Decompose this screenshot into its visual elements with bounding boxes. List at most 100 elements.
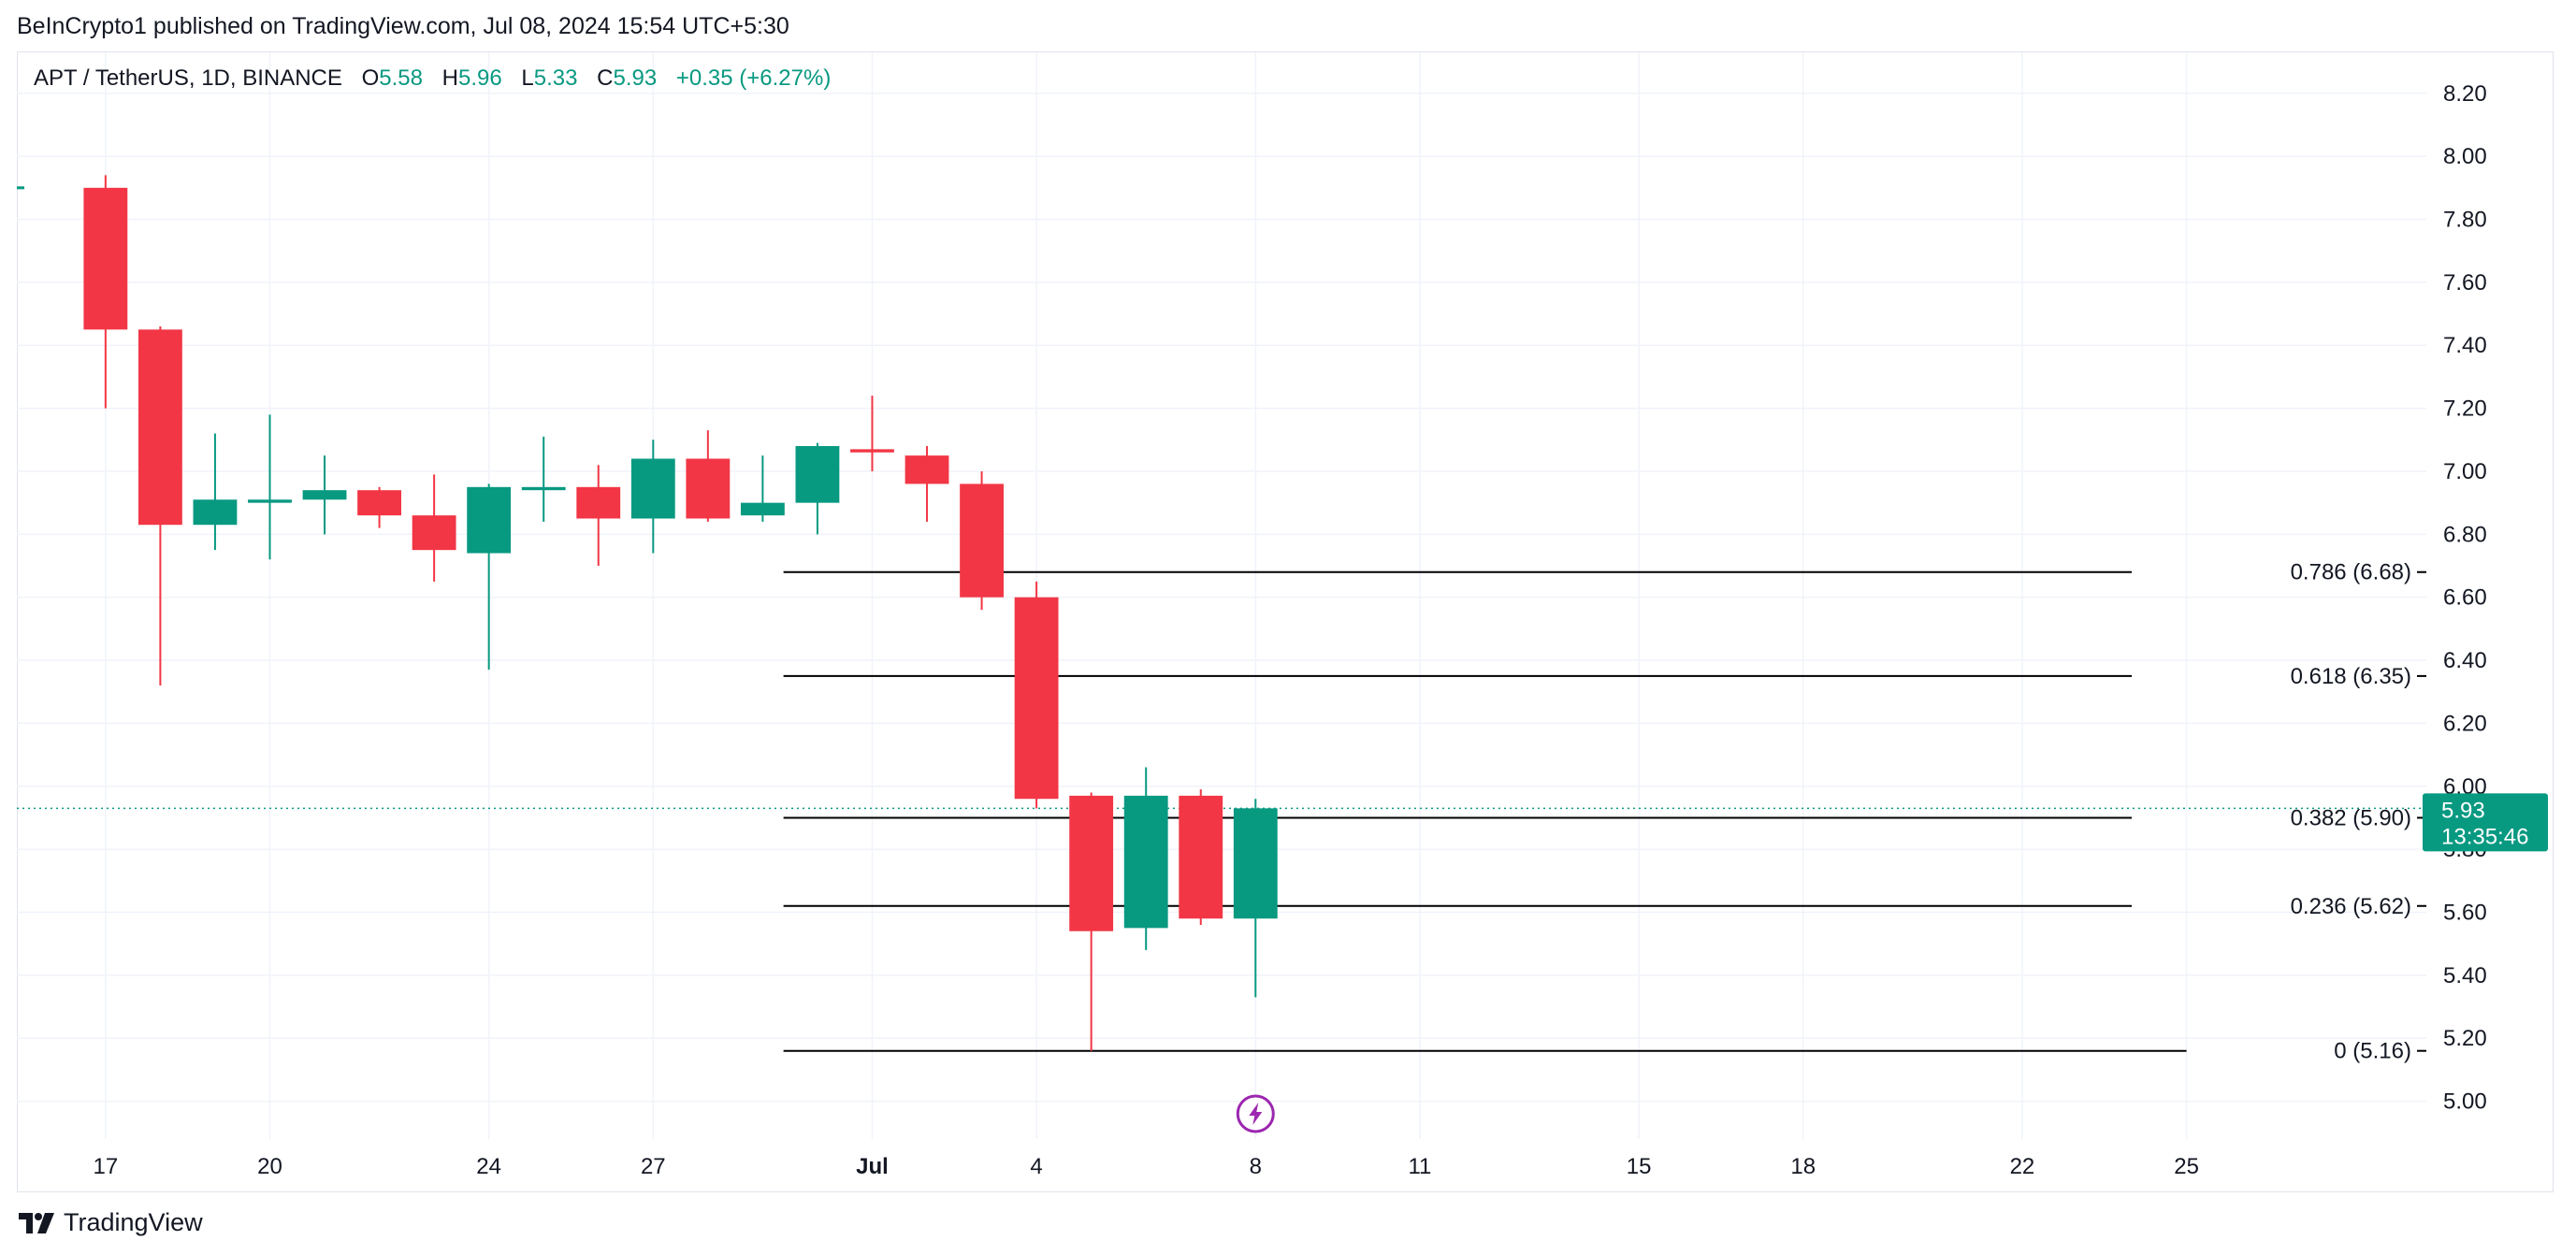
- fib-retracement: 0.786 (6.68) 0.618 (6.35) 0.382 (5.90) 0.23…: [783, 560, 2426, 1064]
- low-value: 5.33: [533, 65, 578, 91]
- time-tick-label: 27: [641, 1154, 666, 1179]
- price-tag: 5.93 13:35:46: [2423, 793, 2548, 852]
- time-tick-label: Jul: [856, 1154, 889, 1179]
- candle-body: [686, 458, 731, 519]
- candle[interactable]: [83, 175, 128, 409]
- high-label: H: [441, 65, 458, 91]
- current-price-tag: [2423, 793, 2548, 852]
- candle-body: [137, 329, 182, 526]
- price-tick-label: 5.20: [2443, 1026, 2487, 1051]
- price-tick-label: 6.80: [2443, 522, 2487, 547]
- candle-body: [412, 515, 456, 551]
- candle-body: [904, 455, 949, 484]
- time-tick-label: 8: [1250, 1154, 1262, 1179]
- tradingview-brand[interactable]: TradingView: [19, 1208, 203, 1237]
- candle[interactable]: [357, 486, 401, 528]
- symbol-name[interactable]: APT / TetherUS, 1D, BINANCE: [34, 65, 342, 91]
- candle[interactable]: [630, 440, 675, 554]
- bar-countdown: 13:35:46: [2441, 824, 2528, 849]
- time-tick-label: 25: [2174, 1154, 2199, 1179]
- candle-body: [960, 483, 1004, 598]
- price-tick-label: 5.60: [2443, 900, 2487, 925]
- fib-level-label: 0.618 (6.35): [2291, 664, 2411, 689]
- brand-name: TradingView: [64, 1208, 203, 1236]
- time-tick-label: 22: [2010, 1154, 2035, 1179]
- time-tick-label: 18: [1790, 1154, 1816, 1179]
- candle-body: [83, 187, 128, 330]
- time-axis: 17 20 24 27 Jul 4 8 11 15 18 22 25: [93, 1154, 2198, 1179]
- candle[interactable]: [248, 414, 292, 560]
- candle[interactable]: [137, 326, 182, 685]
- candle-body: [630, 458, 675, 519]
- lightning-icon[interactable]: [1236, 1094, 1275, 1133]
- candle[interactable]: [521, 436, 566, 522]
- time-tick-label: 24: [476, 1154, 501, 1179]
- candle[interactable]: [1179, 789, 1223, 925]
- candle-body: [248, 499, 292, 503]
- candle-body: [521, 486, 566, 491]
- price-tick-label: 7.40: [2443, 333, 2487, 358]
- candle[interactable]: [1069, 792, 1114, 1051]
- price-tick-label: 8.00: [2443, 144, 2487, 169]
- price-tick-label: 7.00: [2443, 459, 2487, 484]
- fib-level-label: 0 (5.16): [2334, 1039, 2411, 1064]
- time-tick-label: 4: [1030, 1154, 1042, 1179]
- candle[interactable]: [302, 455, 347, 535]
- close-label: C: [597, 65, 614, 91]
- time-tick-label: 20: [257, 1154, 282, 1179]
- candles: [17, 175, 1278, 1051]
- candle-body: [1123, 795, 1168, 929]
- current-price-value: 5.93: [2441, 798, 2485, 823]
- high-value: 5.96: [457, 65, 502, 91]
- price-tick-label: 7.20: [2443, 397, 2487, 422]
- price-tick-label: 5.00: [2443, 1089, 2487, 1115]
- price-tick-label: 6.40: [2443, 648, 2487, 673]
- open-label: O: [361, 65, 380, 91]
- symbol-legend: APT / TetherUS, 1D, BINANCE O5.58 H5.96 …: [34, 65, 831, 92]
- price-tick-label: 5.40: [2443, 963, 2487, 988]
- candle-body: [740, 502, 785, 516]
- candle[interactable]: [467, 483, 512, 671]
- candle-body: [302, 490, 347, 500]
- candle[interactable]: [1014, 581, 1059, 809]
- tradingview-logo-icon: [19, 1212, 54, 1233]
- candle[interactable]: [686, 430, 731, 522]
- price-tick-label: 7.60: [2443, 270, 2487, 296]
- change-value: +0.35 (+6.27%): [675, 65, 832, 91]
- fib-level-label: 0.236 (5.62): [2291, 894, 2411, 919]
- price-axis: 5.005.205.405.605.806.006.206.406.606.80…: [2443, 81, 2487, 1115]
- candle-body: [1014, 597, 1059, 800]
- candle-body: [1179, 795, 1223, 919]
- price-tick-label: 8.20: [2443, 81, 2487, 107]
- close-value: 5.93: [613, 65, 658, 91]
- fib-level-label: 0.786 (6.68): [2291, 560, 2411, 585]
- candle[interactable]: [740, 455, 785, 522]
- time-tick-label: 15: [1627, 1154, 1652, 1179]
- fib-level-label: 0.382 (5.90): [2291, 805, 2411, 830]
- price-tick-label: 7.80: [2443, 208, 2487, 233]
- candle[interactable]: [1123, 767, 1168, 950]
- candle[interactable]: [850, 396, 894, 471]
- candle-body: [467, 486, 512, 554]
- candle-body: [795, 446, 840, 503]
- grid-layer: [17, 52, 2426, 1139]
- candle-body: [357, 490, 401, 516]
- candle[interactable]: [904, 446, 949, 522]
- candle[interactable]: [412, 474, 456, 582]
- candle[interactable]: [795, 442, 840, 535]
- price-tick-label: 6.60: [2443, 585, 2487, 611]
- events: [1236, 1094, 1275, 1133]
- candle[interactable]: [193, 433, 238, 551]
- chart-frame: [17, 51, 2554, 1192]
- candle[interactable]: [576, 465, 621, 567]
- candle[interactable]: [1233, 799, 1278, 998]
- candle[interactable]: [960, 470, 1004, 611]
- open-value: 5.58: [379, 65, 423, 91]
- candle-body: [850, 449, 894, 453]
- low-label: L: [521, 65, 534, 91]
- candle-body: [1069, 795, 1114, 931]
- time-tick-label: 11: [1408, 1154, 1431, 1179]
- candle-body: [1233, 808, 1278, 919]
- candle-body: [576, 486, 621, 519]
